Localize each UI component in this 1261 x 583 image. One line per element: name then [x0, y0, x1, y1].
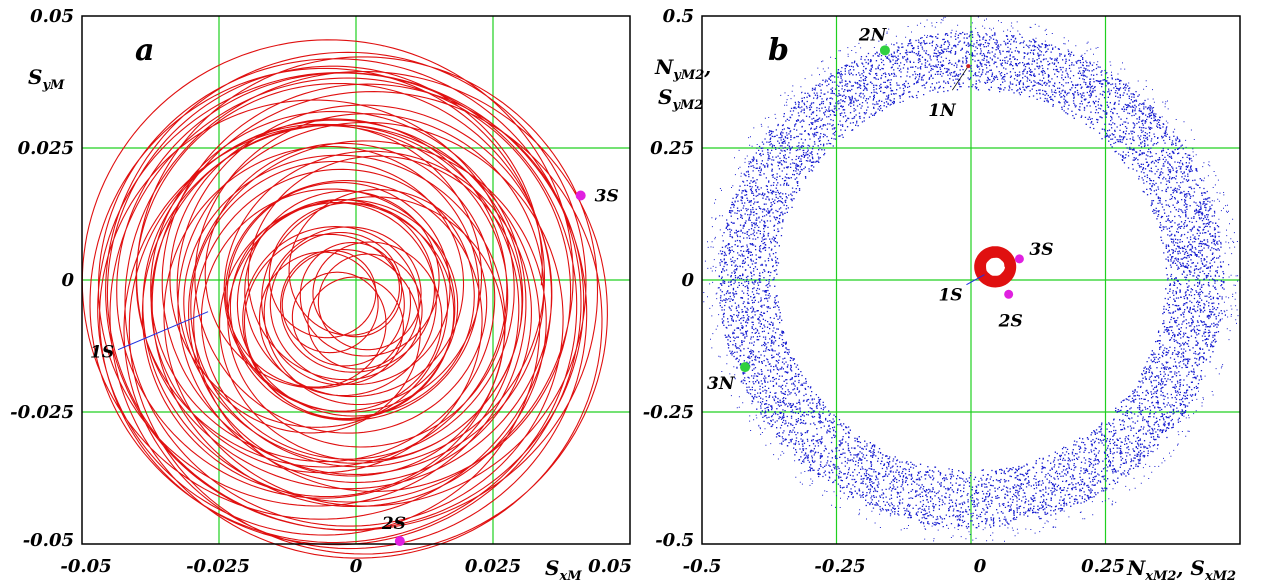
ytick-a-0: 0.05 — [30, 6, 74, 27]
marker-3N-b — [740, 362, 751, 373]
annotation-3S-a: 3S — [595, 187, 619, 207]
leader-1N-b — [951, 65, 969, 91]
ytick-b-1: 0.25 — [650, 138, 694, 159]
annotation-1N-b: 1N — [928, 101, 957, 121]
annotation-2S-a: 2S — [381, 514, 406, 534]
marker-2S-a — [394, 536, 405, 546]
annotation-3N-b: 3N — [707, 374, 736, 394]
annotations-b: 1N 2N 3N 1S 2S 3S — [707, 25, 1053, 394]
annotation-1S-a: 1S — [90, 343, 114, 363]
xlabel-a: SxM — [545, 556, 582, 583]
xtick-b-2: 0 — [974, 556, 987, 577]
ytick-a-3: -0.025 — [10, 402, 74, 423]
annotation-1S-b: 1S — [938, 286, 962, 306]
xtick-a-3: 0.025 — [465, 556, 521, 577]
ring-outer-dots-b — [703, 15, 1241, 542]
trajectory-a — [81, 39, 608, 559]
annotation-3S-b: 3S — [1029, 240, 1053, 260]
ytick-a-2: 0 — [61, 270, 74, 291]
marker-2S-b — [1004, 289, 1014, 299]
annotation-2N-b: 2N — [858, 25, 888, 45]
ytick-b-4: -0.5 — [655, 530, 694, 551]
ytick-a-1: 0.025 — [18, 138, 74, 159]
xtick-a-4: 0.05 — [588, 556, 632, 577]
inner-trajectory-b — [974, 246, 1017, 288]
grid-b — [702, 16, 1240, 544]
annotations-a: 1S 2S 3S — [90, 187, 619, 546]
panel-a: a SyM SxM 0.05 0.025 0 -0.025 -0.05 -0.0… — [10, 6, 632, 583]
inner-trajectory-line-b — [974, 246, 1017, 288]
xtick-a-2: 0 — [350, 556, 363, 577]
leader-1S-a — [117, 311, 209, 351]
xlabel-b: NxM2, SxM2 — [1126, 556, 1236, 583]
xtick-b-0: -0.5 — [683, 556, 722, 577]
ytick-b-3: -0.25 — [643, 402, 694, 423]
frame-b — [701, 15, 1241, 545]
ring-dots-b — [718, 31, 1225, 529]
ytick-a-4: -0.05 — [23, 530, 74, 551]
frame-a — [81, 15, 631, 545]
ylabel-b-line2: SyM2 — [658, 85, 703, 113]
ring-scatter-b — [703, 15, 1241, 542]
xtick-b-1: -0.25 — [814, 556, 865, 577]
panel-label-b: b — [768, 33, 789, 68]
xtick-b-3: 0.25 — [1081, 556, 1125, 577]
ylabel-a: SyM — [28, 65, 65, 93]
panel-b: b NyM2, SyM2 NxM2, SxM2 0.5 0.25 0 -0.25… — [643, 6, 1241, 583]
xtick-a-0: -0.05 — [60, 556, 111, 577]
leader-1S-b — [966, 274, 985, 286]
annotation-2S-b: 2S — [998, 311, 1023, 331]
trajectory-line-a — [81, 39, 608, 559]
marker-1N-b — [966, 64, 971, 69]
ytick-b-2: 0 — [681, 270, 694, 291]
xtick-a-1: -0.025 — [186, 556, 250, 577]
panel-label-a: a — [135, 33, 154, 68]
marker-3S-a — [575, 190, 586, 201]
marker-2N-b — [879, 45, 890, 56]
marker-3S-b — [1014, 254, 1024, 264]
ytick-b-0: 0.5 — [663, 6, 694, 27]
